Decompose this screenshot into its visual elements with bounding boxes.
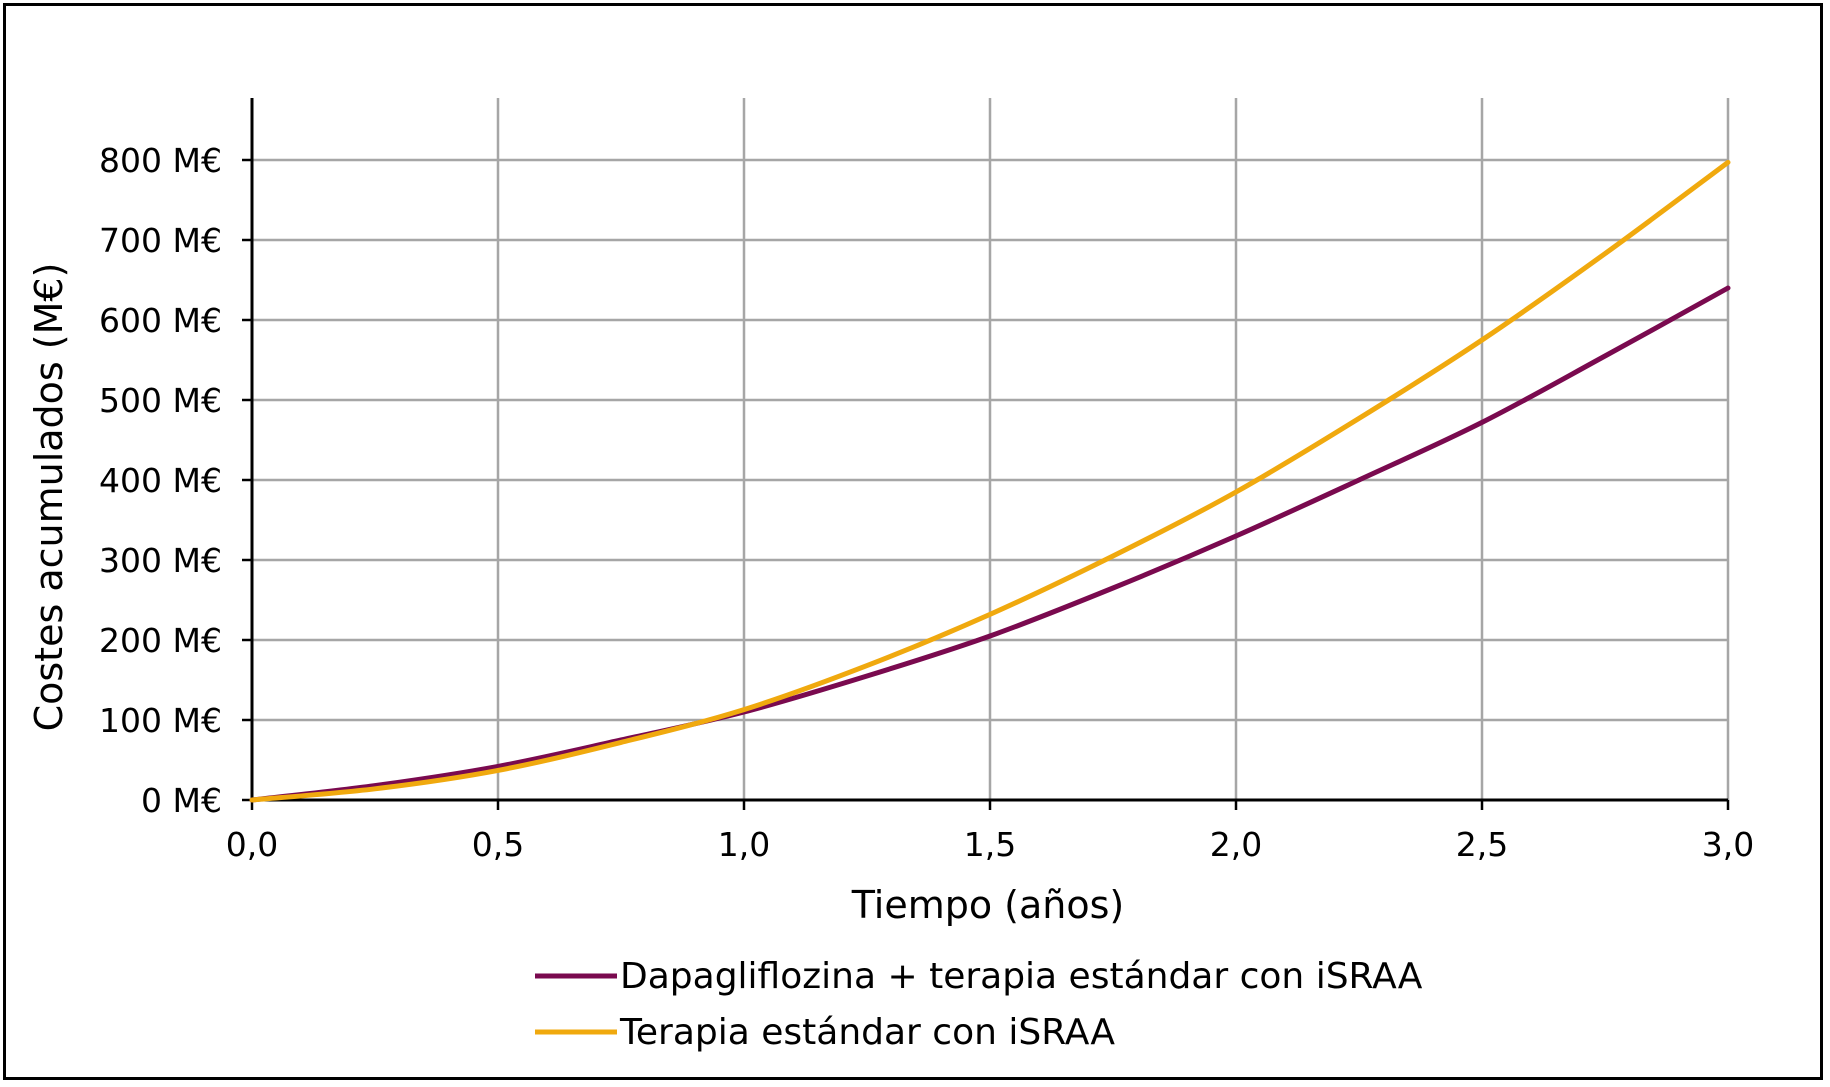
series-lines <box>249 159 1731 803</box>
x-tick-label: 0,0 <box>226 825 278 864</box>
series-line-0 <box>249 285 1731 803</box>
y-tick-label: 600 M€ <box>99 301 222 340</box>
x-tick-label: 3,0 <box>1702 825 1754 864</box>
x-tick-label: 1,5 <box>964 825 1016 864</box>
x-tick-labels: 0,0 0,5 1,0 1,5 2,0 2,5 3,0 <box>226 825 1754 864</box>
y-tick-label: 700 M€ <box>99 221 222 260</box>
legend-label-dapagliflozina: Dapagliflozina + terapia estándar con iS… <box>620 956 1423 997</box>
chart-frame <box>3 3 1823 1080</box>
x-tick-label: 2,0 <box>1210 825 1262 864</box>
y-axis-title: Costes acumulados (M€) <box>27 263 71 732</box>
y-tick-label: 100 M€ <box>99 701 222 740</box>
x-tick-label: 1,0 <box>718 825 770 864</box>
y-tick-label: 300 M€ <box>99 541 222 580</box>
x-axis-title: Tiempo (años) <box>851 883 1125 927</box>
grid-lines <box>252 98 1730 800</box>
axes <box>242 98 1730 810</box>
series-line-1 <box>249 159 1731 803</box>
y-tick-label: 500 M€ <box>99 381 222 420</box>
legend-label-terapia-estandar: Terapia estándar con iSRAA <box>619 1012 1115 1053</box>
y-tick-labels: 0 M€ 100 M€ 200 M€ 300 M€ 400 M€ 500 M€ 600 M€… <box>99 141 222 820</box>
x-tick-label: 2,5 <box>1456 825 1508 864</box>
x-tick-label: 0,5 <box>472 825 524 864</box>
y-tick-label: 400 M€ <box>99 461 222 500</box>
y-tick-label: 0 M€ <box>141 781 222 820</box>
legend: Dapagliflozina + terapia estándar con iS… <box>535 956 1423 1053</box>
y-tick-label: 200 M€ <box>99 621 222 660</box>
y-tick-label: 800 M€ <box>99 141 222 180</box>
